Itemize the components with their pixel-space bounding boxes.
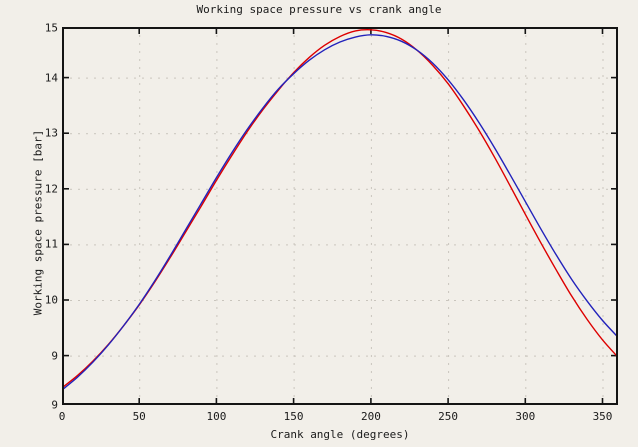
data-series-blue	[62, 34, 618, 391]
horizontal-gridlines	[62, 77, 618, 357]
chart-title: Working space pressure vs crank angle	[196, 3, 442, 16]
x-tick-label: 300	[515, 410, 536, 423]
x-tick-label: 150	[283, 410, 304, 423]
y-tick-label: 15	[44, 21, 58, 35]
x-tick-label: 250	[438, 410, 459, 423]
y-tick-label: 9	[51, 349, 58, 363]
y-tick-label: 10	[44, 293, 58, 307]
x-tick-label: 100	[206, 410, 227, 423]
x-axis-title: Crank angle (degrees)	[270, 428, 410, 441]
y-tick-label: 12	[44, 182, 58, 196]
y-tick-label: 9	[51, 398, 58, 412]
plot-area	[62, 27, 618, 405]
plot-border	[62, 27, 618, 405]
x-tick-label: 350	[592, 410, 613, 423]
y-tick-label: 13	[44, 126, 58, 140]
x-tick-label: 200	[360, 410, 381, 423]
y-tick-label: 14	[44, 71, 58, 85]
y-tick-label: 11	[44, 237, 58, 251]
x-tick-label: 0	[58, 410, 66, 423]
y-axis-title: Working space pressure [bar]	[31, 129, 45, 316]
x-tick-label: 50	[132, 410, 146, 423]
y-axis-tick-labels: 9 9 10 11 12 13 14 15	[4, 0, 58, 447]
